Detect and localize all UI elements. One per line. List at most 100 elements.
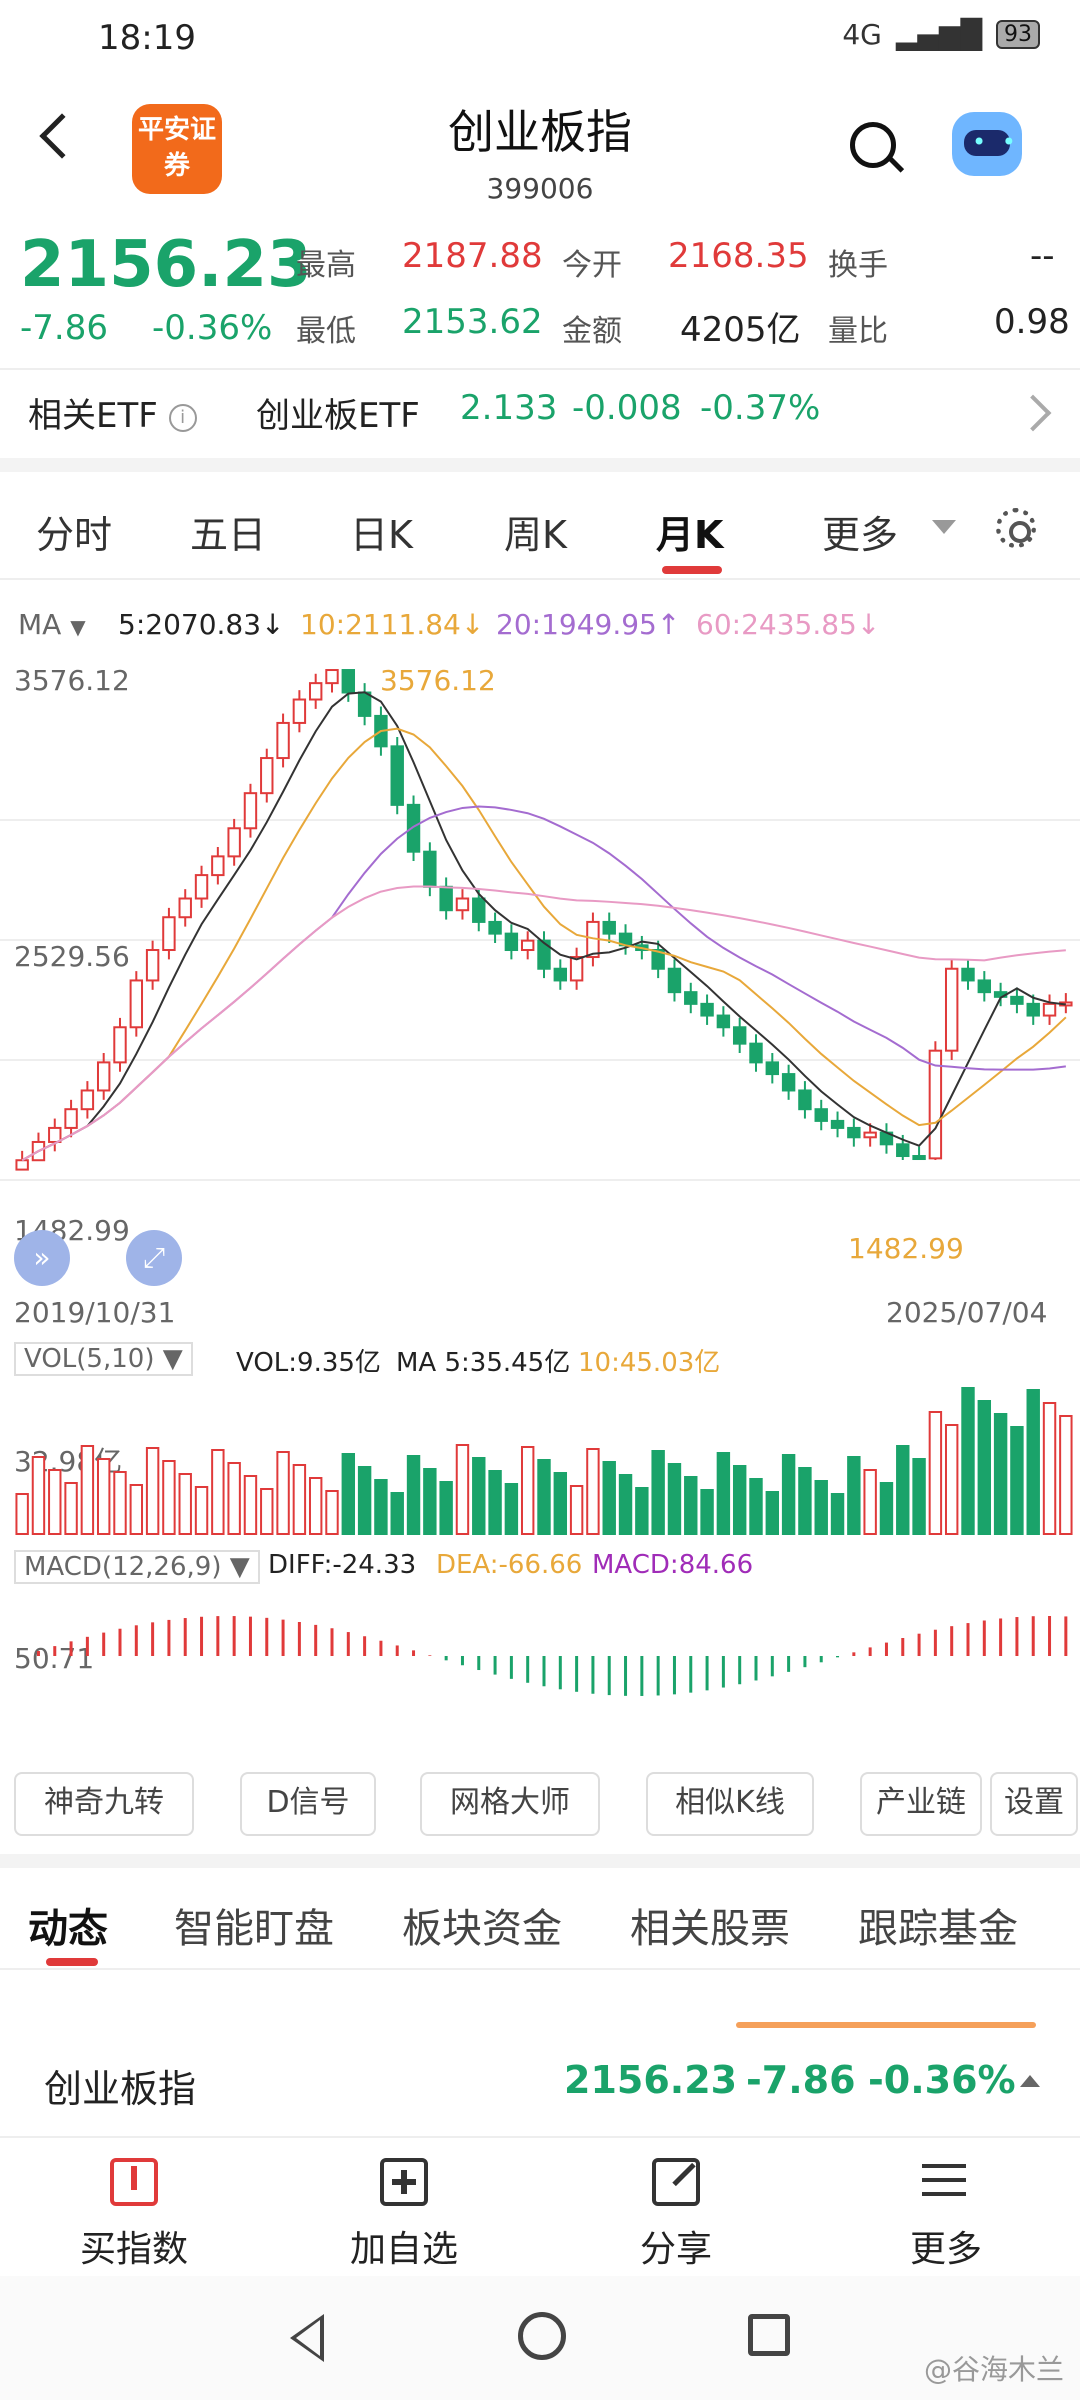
volume-bar	[504, 1483, 519, 1535]
candle-body	[863, 1131, 877, 1139]
chevron-down-icon[interactable]	[932, 520, 956, 534]
volume-bar	[635, 1487, 649, 1535]
network-icon: 4G	[842, 18, 882, 51]
high-label: 最高	[296, 248, 356, 283]
volume-bar	[879, 1482, 894, 1535]
expand-left-button[interactable]: »	[14, 1230, 70, 1286]
active-tab-indicator	[662, 566, 722, 574]
ratio-value: 0.98	[994, 302, 1070, 342]
etf-name[interactable]: 创业板ETF	[256, 396, 420, 436]
volume-bar	[308, 1477, 323, 1535]
floating-indicator	[736, 2022, 1036, 2028]
tab-sector-funds[interactable]: 板块资金	[402, 1906, 562, 1952]
volume-bar	[847, 1456, 861, 1535]
divider	[0, 578, 1080, 580]
candle-body	[64, 1108, 78, 1129]
etf-label: 相关ETF i	[28, 388, 197, 437]
candle-body	[732, 1026, 747, 1045]
tool-similar-kline[interactable]: 相似K线	[646, 1772, 814, 1836]
add-watchlist-button[interactable]: 加自选	[304, 2158, 504, 2272]
volume-bar	[80, 1445, 95, 1535]
volume-bar	[162, 1460, 176, 1535]
candle-body	[423, 850, 437, 888]
candle-body	[145, 949, 160, 982]
bottom-quote-name[interactable]: 创业板指	[44, 2067, 197, 2111]
status-bar: 18:19 4G ▂▄▆█ 93	[0, 0, 1080, 80]
ma-selector[interactable]: MA ▼	[18, 608, 86, 641]
high-marker: 3576.12	[380, 664, 496, 697]
candle-body	[357, 691, 372, 717]
candle-body	[912, 1155, 926, 1161]
macd-diff: DIFF:-24.33	[268, 1550, 417, 1580]
candle-body	[1026, 1002, 1040, 1017]
tab-five-day[interactable]: 五日	[190, 513, 267, 557]
volume-bar	[618, 1474, 633, 1535]
buy-index-button[interactable]: 买指数	[34, 2158, 234, 2272]
fullscreen-button[interactable]: ⤢	[126, 1230, 182, 1286]
volume-bar	[781, 1454, 796, 1535]
volume-bar	[961, 1387, 975, 1535]
tab-tracking-funds[interactable]: 跟踪基金	[858, 1906, 1018, 1952]
tool-magic-nine[interactable]: 神奇九转	[14, 1772, 194, 1836]
divider	[0, 368, 1080, 370]
tool-d-signal[interactable]: D信号	[240, 1772, 376, 1836]
nav-recent-icon[interactable]	[748, 2314, 790, 2356]
tool-industry-chain[interactable]: 产业链	[860, 1772, 982, 1836]
status-icons: 4G ▂▄▆█ 93	[842, 18, 1040, 51]
nav-home-icon[interactable]	[518, 2312, 566, 2360]
section-gap	[0, 1854, 1080, 1868]
divider	[0, 1968, 1080, 1970]
candle-body	[700, 1002, 714, 1017]
volume-bar	[390, 1492, 404, 1535]
macd-selector[interactable]: MACD(12,26,9) ▼	[14, 1550, 260, 1584]
tab-news[interactable]: 动态	[28, 1906, 108, 1952]
candle-body	[765, 1061, 780, 1076]
candle-body	[390, 745, 404, 806]
volume-bar	[896, 1445, 910, 1535]
vol-selector[interactable]: VOL(5,10) ▼	[14, 1342, 193, 1376]
volume-bar	[15, 1493, 29, 1535]
ratio-label: 量比	[828, 314, 888, 349]
candle-body	[602, 920, 616, 935]
macd-chart	[36, 1616, 1068, 1696]
candle-body	[1042, 1002, 1057, 1017]
gear-icon[interactable]	[996, 508, 1036, 548]
tool-settings[interactable]: 设置	[990, 1772, 1078, 1836]
volume-bar	[341, 1453, 356, 1535]
more-button[interactable]: 更多	[846, 2158, 1046, 2272]
tab-related-stocks[interactable]: 相关股票	[630, 1906, 790, 1952]
low-value: 2153.62	[402, 302, 543, 342]
candle-body	[488, 920, 502, 935]
nav-back-icon[interactable]	[290, 2314, 324, 2362]
etf-price: 2.133	[460, 388, 558, 428]
amount-value: 4205亿	[680, 310, 801, 350]
assistant-robot-icon[interactable]	[952, 112, 1022, 176]
kline-chart[interactable]	[0, 650, 1080, 1310]
share-button[interactable]: 分享	[576, 2158, 776, 2272]
macd-value: MACD:84.66	[592, 1550, 754, 1580]
tab-smart-watch[interactable]: 智能盯盘	[174, 1906, 334, 1952]
volume-bar	[374, 1479, 388, 1535]
expand-up-icon[interactable]	[1012, 2070, 1040, 2089]
tab-more[interactable]: 更多	[822, 513, 899, 557]
search-icon[interactable]	[850, 122, 896, 168]
tab-timeshare[interactable]: 分时	[36, 513, 113, 557]
tool-grid-master[interactable]: 网格大师	[420, 1772, 600, 1836]
info-icon[interactable]: i	[168, 403, 197, 432]
volume-bar	[260, 1488, 274, 1535]
chevron-right-icon[interactable]	[1014, 394, 1052, 432]
volume-bar	[276, 1451, 290, 1535]
candle-body	[178, 897, 192, 919]
tab-weekly-k[interactable]: 周K	[504, 513, 567, 557]
candle-body	[194, 874, 209, 900]
vol-value: VOL:9.35亿	[236, 1348, 381, 1378]
volume-bar	[765, 1491, 780, 1535]
section-tab-indicator	[46, 1958, 98, 1966]
volume-bar	[944, 1424, 959, 1535]
tab-monthly-k[interactable]: 月K	[656, 513, 724, 557]
bottom-quote-change: -7.86	[746, 2058, 856, 2102]
candle-body	[684, 991, 698, 1005]
tab-daily-k[interactable]: 日K	[350, 513, 413, 557]
candle-body	[847, 1126, 861, 1139]
volume-bar	[700, 1489, 714, 1535]
